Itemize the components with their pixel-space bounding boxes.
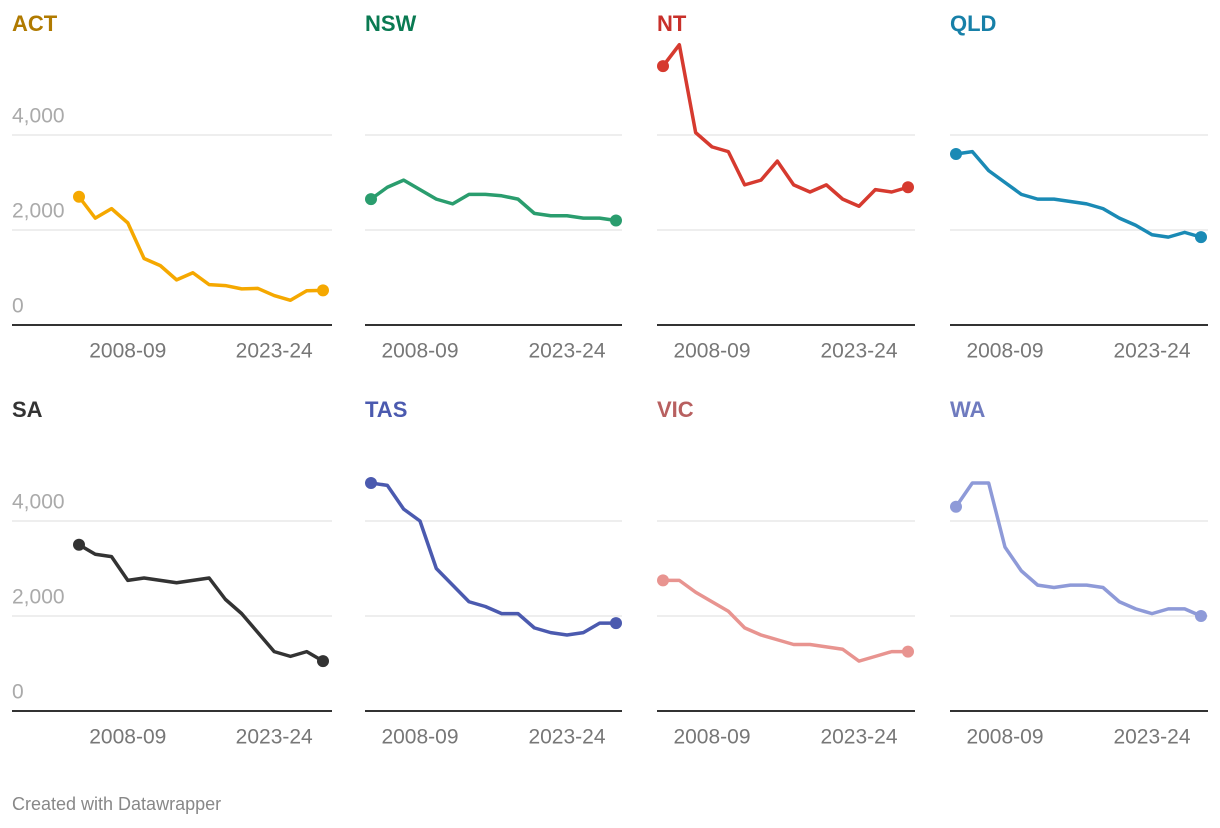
end-dot [657,574,669,587]
x-tick-label: 2008-09 [966,340,1043,363]
x-tick-label: 2008-09 [381,726,458,749]
end-dot [610,617,622,630]
y-tick-label: 4,000 [12,491,65,514]
footer: Created with Datawrapper [12,794,221,814]
x-tick-label: 2023-24 [528,340,605,363]
panel-title: SA [12,397,43,422]
line [370,481,616,637]
line [661,43,909,208]
panel-title: QLD [950,11,996,36]
line [78,543,324,663]
x-tick-label: 2008-09 [89,726,166,749]
x-tick-label: 2023-24 [820,340,897,363]
end-dot [902,645,914,658]
line [663,578,908,663]
x-tick-label: 2023-24 [1113,340,1190,363]
x-tick-label: 2023-24 [236,726,313,749]
line [77,195,324,303]
x-tick-label: 2023-24 [820,726,897,749]
end-dot [950,500,962,513]
line [954,481,1202,618]
x-tick-label: 2008-09 [673,340,750,363]
y-tick-label: 0 [12,295,24,318]
end-dot [365,477,377,489]
end-dot [73,190,85,203]
end-dot [950,148,962,160]
line [369,178,617,223]
end-dot [902,181,914,194]
x-tick-label: 2008-09 [966,726,1043,749]
end-dot [610,214,622,227]
panel-title: TAS [365,397,407,422]
x-tick-label: 2023-24 [528,726,605,749]
y-tick-label: 4,000 [12,105,65,128]
panel-title: NSW [365,11,417,36]
panel-title: WA [950,397,986,422]
panel-title: ACT [12,11,58,36]
line [955,149,1202,239]
end-dot [317,284,329,297]
end-dot [365,193,377,206]
end-dot [1195,610,1207,622]
y-tick-label: 2,000 [12,200,65,223]
x-tick-label: 2008-09 [89,340,166,363]
end-dot [73,538,85,551]
x-tick-label: 2008-09 [673,726,750,749]
end-dot [657,60,669,73]
x-tick-label: 2023-24 [1113,726,1190,749]
y-tick-label: 2,000 [12,586,65,609]
x-tick-label: 2008-09 [381,340,458,363]
end-dot [1195,231,1207,244]
panel-title: NT [657,11,687,36]
x-tick-label: 2023-24 [236,340,313,363]
y-tick-label: 0 [12,681,24,704]
panel-title: VIC [657,397,694,422]
end-dot [317,655,329,668]
